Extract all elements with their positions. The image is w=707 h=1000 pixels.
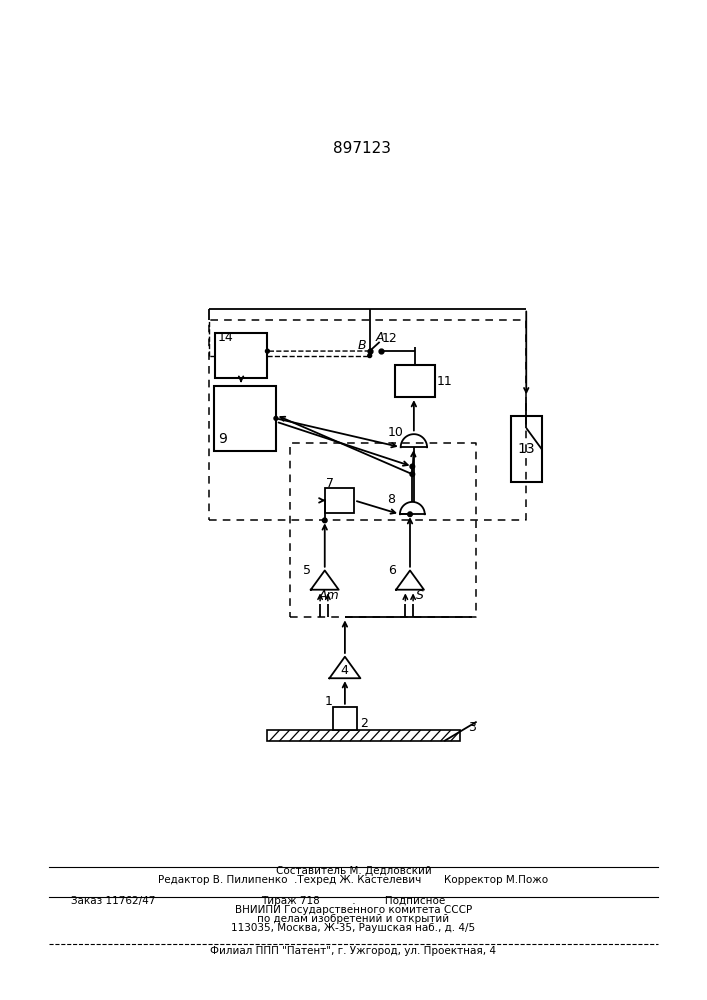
Text: 8: 8 bbox=[387, 493, 395, 506]
Text: 113035, Москва, Ж-35, Раушская наб., д. 4/5: 113035, Москва, Ж-35, Раушская наб., д. … bbox=[231, 923, 476, 933]
Text: 11: 11 bbox=[437, 375, 453, 388]
Text: A: A bbox=[376, 331, 385, 344]
Text: ВНИИПИ Государственного комитета СССР: ВНИИПИ Государственного комитета СССР bbox=[235, 905, 472, 915]
Text: 7: 7 bbox=[327, 477, 334, 490]
Circle shape bbox=[265, 349, 269, 353]
Text: Филиал ППП "Патент", г. Ужгород, ул. Проектная, 4: Филиал ППП "Патент", г. Ужгород, ул. Про… bbox=[211, 946, 496, 956]
Text: 897123: 897123 bbox=[333, 141, 391, 156]
Circle shape bbox=[410, 472, 414, 477]
Text: Тираж 718          .         Подписное: Тираж 718 . Подписное bbox=[262, 896, 445, 906]
Circle shape bbox=[322, 518, 327, 523]
Circle shape bbox=[368, 354, 372, 358]
Text: Am: Am bbox=[319, 589, 339, 602]
Text: Составитель М. Дедловский: Составитель М. Дедловский bbox=[276, 866, 431, 876]
Text: 5: 5 bbox=[303, 564, 311, 577]
Bar bbox=[267, 730, 460, 741]
Bar bbox=[215, 333, 267, 378]
Text: 6: 6 bbox=[388, 564, 396, 577]
Text: 12: 12 bbox=[381, 332, 397, 345]
Bar bbox=[332, 707, 357, 730]
Circle shape bbox=[274, 416, 278, 420]
Text: 2: 2 bbox=[361, 717, 368, 730]
Circle shape bbox=[408, 512, 412, 517]
Text: 3: 3 bbox=[468, 721, 476, 734]
Bar bbox=[510, 416, 542, 482]
Text: 1: 1 bbox=[325, 695, 332, 708]
Bar bbox=[325, 488, 354, 513]
Text: 14: 14 bbox=[218, 331, 233, 344]
Text: 13: 13 bbox=[517, 442, 534, 456]
Bar bbox=[395, 365, 435, 397]
Text: 4: 4 bbox=[340, 664, 348, 677]
Text: S: S bbox=[416, 589, 424, 602]
Text: по делам изобретений и открытий: по делам изобретений и открытий bbox=[257, 914, 450, 924]
Text: Редактор В. Пилипенко  .Техред Ж. Кастелевич       Корректор М.Пожо: Редактор В. Пилипенко .Техред Ж. Кастеле… bbox=[158, 875, 549, 885]
Bar bbox=[214, 386, 276, 451]
Text: Заказ 11762/47: Заказ 11762/47 bbox=[71, 896, 155, 906]
Text: 10: 10 bbox=[387, 426, 404, 439]
Circle shape bbox=[410, 464, 414, 469]
Text: B: B bbox=[358, 339, 367, 352]
Text: 9: 9 bbox=[218, 432, 227, 446]
